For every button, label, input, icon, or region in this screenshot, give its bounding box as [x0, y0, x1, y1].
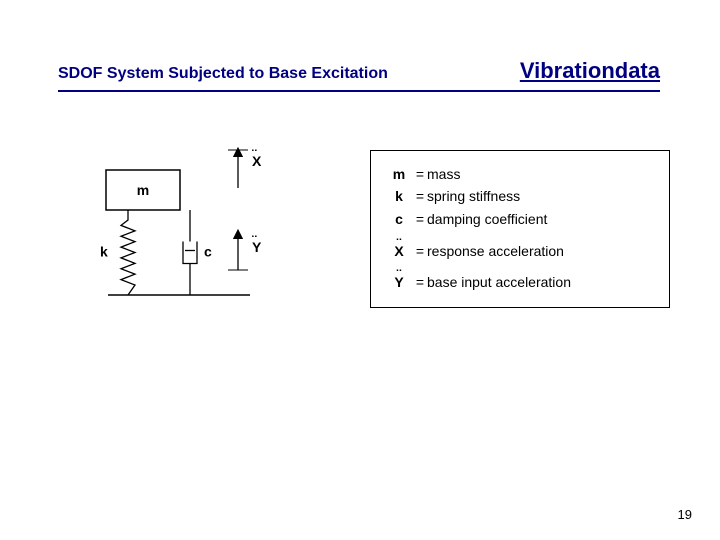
legend-ddot-rows: X=response acceleration Y=base input acce…: [385, 240, 655, 293]
slide: SDOF System Subjected to Base Excitation…: [0, 0, 720, 540]
legend-equals: =: [413, 240, 427, 262]
slide-title: SDOF System Subjected to Base Excitation: [58, 65, 388, 83]
svg-text:Y: Y: [252, 239, 262, 255]
header: SDOF System Subjected to Base Excitation…: [58, 58, 660, 92]
page-number: 19: [678, 507, 692, 522]
legend-row: Y=base input acceleration: [385, 271, 655, 293]
svg-text:c: c: [204, 244, 212, 260]
brand-name: Vibrationdata: [520, 58, 660, 84]
legend-symbol-ddot: Y: [385, 271, 413, 293]
legend-equals: =: [413, 271, 427, 293]
content-area: mkc¨X¨Y m=massk=spring stiffnessc=dampin…: [70, 140, 670, 360]
legend-text: base input acceleration: [427, 271, 655, 293]
sdof-diagram: mkc¨X¨Y: [70, 140, 340, 340]
legend-row: m=mass: [385, 163, 655, 185]
legend-symbol: k: [385, 185, 413, 207]
svg-text:m: m: [137, 182, 149, 198]
legend-row: c=damping coefficient: [385, 208, 655, 230]
svg-text:k: k: [100, 244, 108, 260]
sdof-svg: mkc¨X¨Y: [70, 140, 340, 340]
legend-symbol: c: [385, 208, 413, 230]
legend-box: m=massk=spring stiffnessc=damping coeffi…: [370, 150, 670, 308]
svg-text:X: X: [252, 153, 262, 169]
legend-equals: =: [413, 185, 427, 207]
legend-simple-rows: m=massk=spring stiffnessc=damping coeffi…: [385, 163, 655, 230]
legend-text: spring stiffness: [427, 185, 655, 207]
legend-row: k=spring stiffness: [385, 185, 655, 207]
legend-text: damping coefficient: [427, 208, 655, 230]
legend-text: response acceleration: [427, 240, 655, 262]
legend-equals: =: [413, 163, 427, 185]
legend-row: X=response acceleration: [385, 240, 655, 262]
legend-text: mass: [427, 163, 655, 185]
legend-symbol: m: [385, 163, 413, 185]
legend-symbol-ddot: X: [385, 240, 413, 262]
legend-equals: =: [413, 208, 427, 230]
